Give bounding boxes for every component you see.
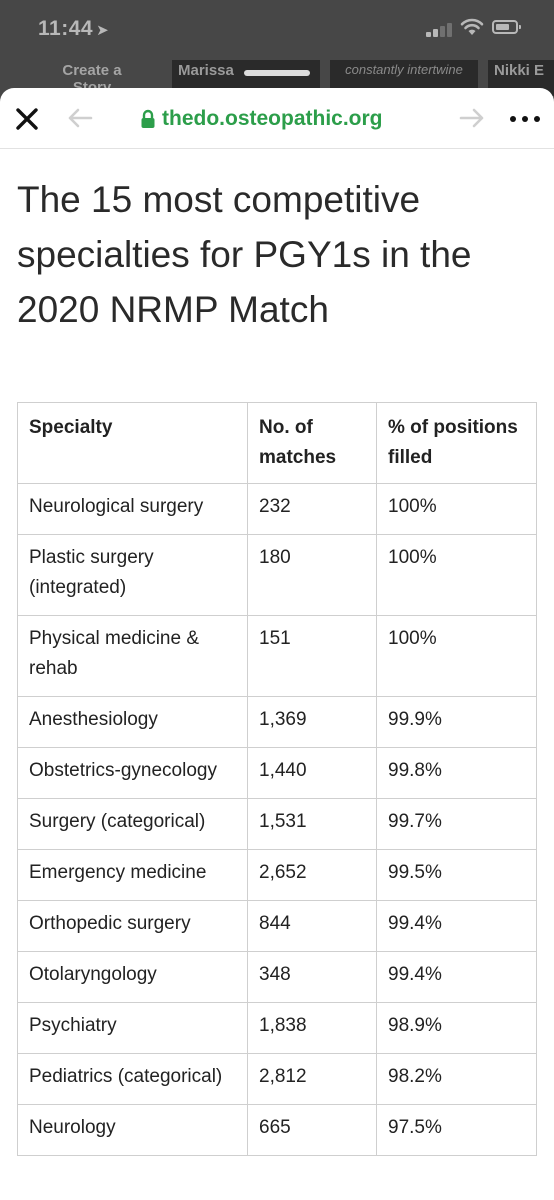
cell-matches: 1,838 [247, 1002, 377, 1054]
cell-matches: 1,531 [247, 798, 377, 850]
cell-specialty: Neurology [17, 1104, 248, 1156]
cell-filled: 100% [376, 534, 537, 616]
sheet-grabber[interactable] [244, 70, 310, 76]
cell-matches: 232 [247, 483, 377, 535]
cell-filled: 99.5% [376, 849, 537, 901]
cell-matches: 348 [247, 951, 377, 1003]
cell-specialty: Otolaryngology [17, 951, 248, 1003]
table-row: Otolaryngology 348 99.4% [17, 951, 537, 1003]
more-icon[interactable] [510, 116, 542, 124]
browser-sheet: thedo.osteopathic.org The 15 most compet… [0, 88, 554, 1200]
cell-filled: 100% [376, 615, 537, 697]
cell-matches: 151 [247, 615, 377, 697]
column-header-filled: % of positions filled [376, 402, 537, 484]
cell-specialty: Neurological surgery [17, 483, 248, 535]
column-header-specialty: Specialty [17, 402, 248, 484]
cell-specialty: Obstetrics-gynecology [17, 747, 248, 799]
location-arrow-icon: ➤ [96, 22, 110, 39]
table-row: Orthopedic surgery 844 99.4% [17, 900, 537, 952]
lock-icon [141, 109, 155, 128]
table-row: Pediatrics (categorical) 2,812 98.2% [17, 1053, 537, 1105]
status-time: 11:44 ➤ [38, 17, 109, 41]
cell-specialty: Pediatrics (categorical) [17, 1053, 248, 1105]
table-row: Neurological surgery 232 100% [17, 483, 537, 535]
cell-filled: 99.9% [376, 696, 537, 748]
cell-filled: 99.4% [376, 900, 537, 952]
specialties-table: Specialty No. of matches % of positions … [17, 402, 537, 1156]
cell-matches: 665 [247, 1104, 377, 1156]
cell-filled: 98.2% [376, 1053, 537, 1105]
cell-specialty: Orthopedic surgery [17, 900, 248, 952]
cell-specialty: Anesthesiology [17, 696, 248, 748]
table-row: Neurology 665 97.5% [17, 1104, 537, 1156]
table-row: Psychiatry 1,838 98.9% [17, 1002, 537, 1054]
url-text: thedo.osteopathic.org [162, 107, 383, 130]
cellular-signal-icon [426, 21, 456, 37]
arrow-right-icon[interactable] [458, 106, 486, 130]
table-row: Anesthesiology 1,369 99.9% [17, 696, 537, 748]
table-row: Surgery (categorical) 1,531 99.7% [17, 798, 537, 850]
cell-specialty: Surgery (categorical) [17, 798, 248, 850]
cell-matches: 1,440 [247, 747, 377, 799]
cell-filled: 98.9% [376, 1002, 537, 1054]
cell-filled: 97.5% [376, 1104, 537, 1156]
cell-matches: 180 [247, 534, 377, 616]
cell-specialty: Psychiatry [17, 1002, 248, 1054]
cell-filled: 99.4% [376, 951, 537, 1003]
wifi-icon [460, 18, 484, 35]
cell-filled: 99.8% [376, 747, 537, 799]
table-row: Physical medicine & rehab 151 100% [17, 615, 537, 697]
battery-icon [492, 20, 521, 34]
cell-specialty: Plastic surgery (integrated) [17, 534, 248, 616]
cell-matches: 1,369 [247, 696, 377, 748]
url-bar[interactable]: thedo.osteopathic.org [140, 106, 383, 132]
table-header-row: Specialty No. of matches % of positions … [17, 402, 537, 484]
arrow-left-icon[interactable] [66, 106, 94, 130]
table-row: Emergency medicine 2,652 99.5% [17, 849, 537, 901]
cell-matches: 2,652 [247, 849, 377, 901]
cell-specialty: Physical medicine & rehab [17, 615, 248, 697]
status-bar: 11:44 ➤ [0, 0, 554, 56]
clock-label: 11:44 [38, 17, 94, 40]
cell-matches: 844 [247, 900, 377, 952]
cell-filled: 99.7% [376, 798, 537, 850]
cell-filled: 100% [376, 483, 537, 535]
cell-specialty: Emergency medicine [17, 849, 248, 901]
close-icon[interactable] [14, 106, 40, 132]
table-row: Plastic surgery (integrated) 180 100% [17, 534, 537, 616]
cell-matches: 2,812 [247, 1053, 377, 1105]
table-row: Obstetrics-gynecology 1,440 99.8% [17, 747, 537, 799]
page-title: The 15 most competitive specialties for … [17, 179, 472, 330]
browser-toolbar: thedo.osteopathic.org [0, 88, 554, 149]
column-header-matches: No. of matches [247, 402, 377, 484]
